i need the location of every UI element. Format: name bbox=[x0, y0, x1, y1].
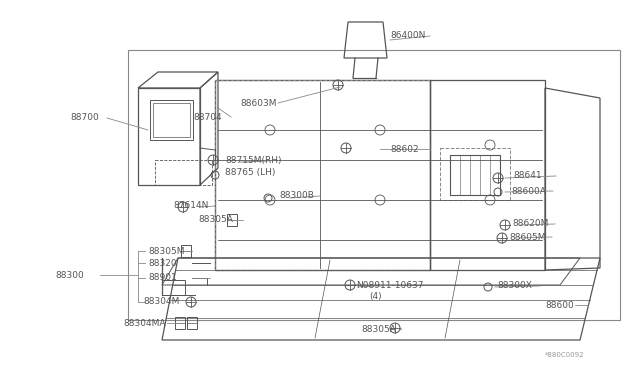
Text: 88305M: 88305M bbox=[148, 247, 184, 256]
Text: 88600: 88600 bbox=[545, 301, 573, 310]
Text: 88300: 88300 bbox=[55, 270, 84, 279]
Text: 88602: 88602 bbox=[390, 144, 419, 154]
Text: 88305A: 88305A bbox=[361, 326, 396, 334]
Text: 88603M: 88603M bbox=[240, 99, 276, 108]
Text: 88700: 88700 bbox=[70, 113, 99, 122]
Text: 88704: 88704 bbox=[193, 112, 221, 122]
Text: 88300B: 88300B bbox=[279, 192, 314, 201]
Text: 88901: 88901 bbox=[148, 273, 177, 282]
Text: *880C0092: *880C0092 bbox=[545, 352, 584, 358]
Text: 88304MA: 88304MA bbox=[123, 318, 166, 327]
Text: 88641: 88641 bbox=[513, 171, 541, 180]
Text: 88304M: 88304M bbox=[143, 298, 179, 307]
Text: 88765 (LH): 88765 (LH) bbox=[225, 167, 275, 176]
Text: (4): (4) bbox=[369, 292, 381, 301]
Text: 88300X: 88300X bbox=[497, 282, 532, 291]
Text: 87614N: 87614N bbox=[173, 202, 209, 211]
Text: N08911-10637: N08911-10637 bbox=[356, 280, 424, 289]
Text: 88320: 88320 bbox=[148, 259, 177, 267]
Text: 88605M: 88605M bbox=[509, 232, 545, 241]
Text: 86400N: 86400N bbox=[390, 32, 426, 41]
Text: 88620M: 88620M bbox=[512, 218, 548, 228]
Text: 88305A: 88305A bbox=[198, 215, 233, 224]
Text: 88715M(RH): 88715M(RH) bbox=[225, 155, 282, 164]
Text: 88600A: 88600A bbox=[511, 186, 546, 196]
